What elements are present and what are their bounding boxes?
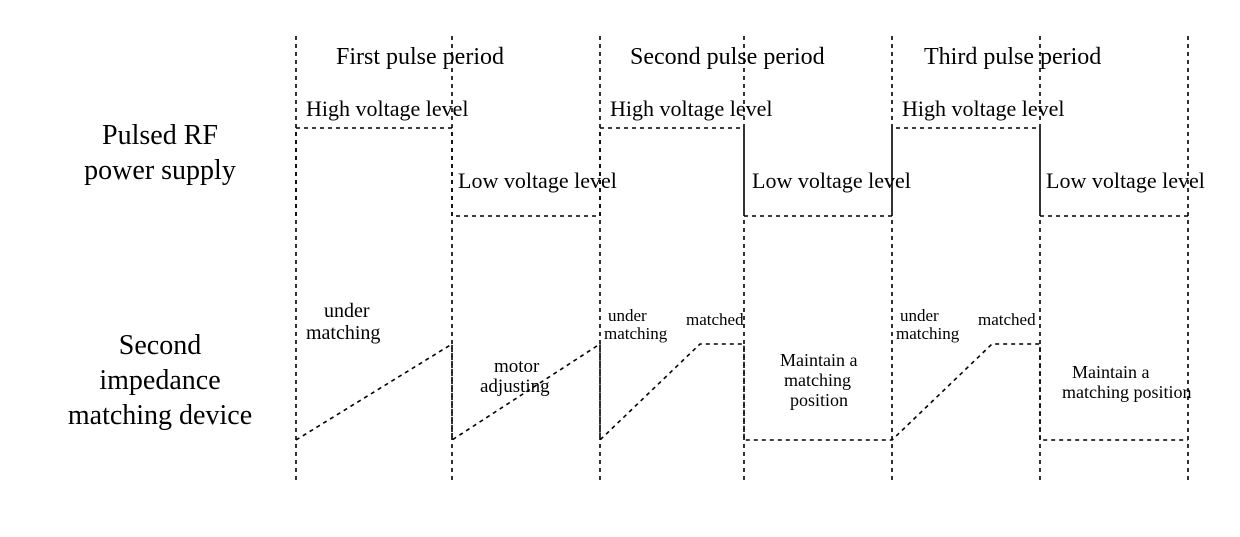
level-label-4: Low voltage level — [752, 168, 911, 193]
imp-label-9: position — [790, 390, 848, 411]
timing-diagram — [0, 0, 1240, 537]
imp-label-8: matching — [784, 370, 851, 391]
level-label-2: High voltage level — [902, 96, 1065, 121]
row-label-rf: Pulsed RFpower supply — [45, 118, 275, 188]
level-label-1: High voltage level — [610, 96, 773, 121]
row-label-impedance: Secondimpedancematching device — [30, 328, 290, 433]
imp-label-12: matched — [978, 310, 1036, 330]
period-label-1: Second pulse period — [630, 44, 825, 72]
level-label-3: Low voltage level — [458, 168, 617, 193]
period-label-0: First pulse period — [336, 44, 504, 72]
imp-label-2: motor — [494, 356, 539, 378]
imp-label-1: matching — [306, 322, 380, 345]
imp-label-11: matching — [896, 324, 959, 344]
imp-label-4: under — [608, 306, 647, 326]
period-label-2: Third pulse period — [924, 44, 1101, 72]
imp-label-10: under — [900, 306, 939, 326]
imp-label-6: matched — [686, 310, 744, 330]
imp-label-14: matching position — [1062, 382, 1192, 403]
imp-label-13: Maintain a — [1072, 362, 1149, 383]
level-label-5: Low voltage level — [1046, 168, 1205, 193]
imp-label-7: Maintain a — [780, 350, 857, 371]
imp-label-0: under — [324, 300, 370, 323]
level-label-0: High voltage level — [306, 96, 469, 121]
imp-label-5: matching — [604, 324, 667, 344]
impedance-waveform — [296, 344, 1188, 440]
imp-label-3: adjusting — [480, 376, 550, 398]
